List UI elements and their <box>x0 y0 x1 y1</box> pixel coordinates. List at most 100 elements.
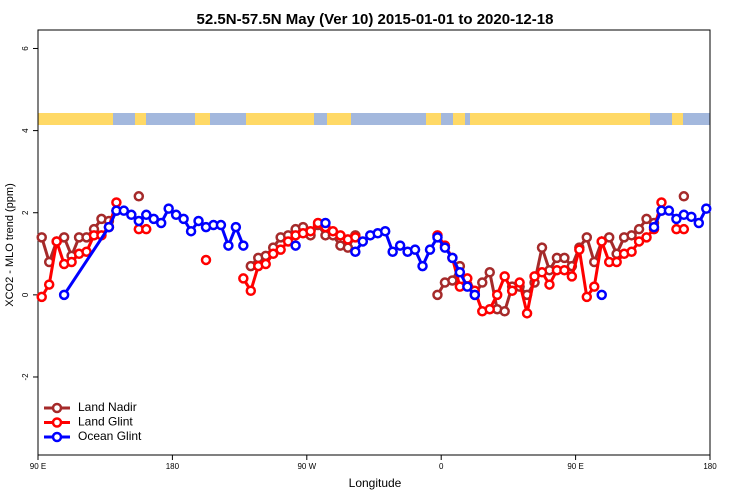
data-point <box>633 223 645 235</box>
data-point <box>58 232 70 243</box>
x-axis-label: Longitude <box>349 476 402 490</box>
data-point <box>566 271 578 282</box>
data-point <box>290 240 301 251</box>
chart-title: 52.5N-57.5N May (Ver 10) 2015-01-01 to 2… <box>197 11 554 28</box>
data-point <box>133 215 145 227</box>
data-point <box>439 242 451 253</box>
legend-label: Land Nadir <box>78 400 137 414</box>
data-point <box>574 244 585 255</box>
ocean-strip <box>650 113 672 125</box>
x-tick-label: 90 E <box>30 462 46 471</box>
x-tick-label: 180 <box>703 462 717 471</box>
data-point <box>506 285 518 296</box>
data-point <box>185 225 197 237</box>
data-point <box>641 232 652 243</box>
data-point <box>462 281 473 292</box>
data-point <box>275 244 286 255</box>
data-point <box>66 256 77 268</box>
data-point <box>693 217 705 229</box>
data-point <box>267 248 279 260</box>
y-tick-label: 6 <box>21 46 30 51</box>
data-point <box>170 209 182 221</box>
data-point <box>678 223 690 235</box>
data-point <box>103 221 115 233</box>
data-point <box>536 267 548 278</box>
data-point <box>193 215 204 227</box>
data-point <box>529 271 540 282</box>
data-point <box>544 279 555 290</box>
data-point <box>230 221 242 233</box>
y-tick-label: 4 <box>21 128 30 133</box>
legend-marker <box>51 402 63 414</box>
data-point <box>671 213 682 225</box>
data-point <box>648 221 660 233</box>
data-point <box>633 236 645 247</box>
data-point <box>357 236 369 247</box>
data-point <box>238 240 249 251</box>
data-point <box>335 230 346 241</box>
data-point <box>432 289 443 301</box>
legend-label: Land Glint <box>78 415 133 429</box>
data-point <box>58 289 70 301</box>
data-point <box>596 236 607 247</box>
ocean-strip <box>683 113 710 125</box>
x-tick-label: 0 <box>439 462 444 471</box>
data-point <box>305 225 316 237</box>
x-tick-label: 90 W <box>297 462 316 471</box>
data-point <box>223 240 234 251</box>
data-point <box>469 289 481 301</box>
data-point <box>447 275 458 286</box>
data-point <box>320 217 331 229</box>
data-point <box>626 246 637 257</box>
data-point <box>141 209 152 221</box>
data-point <box>484 303 495 315</box>
ocean-strip <box>351 113 426 125</box>
data-point <box>499 271 510 282</box>
data-point <box>514 277 525 288</box>
data-point <box>178 213 189 225</box>
data-point <box>484 267 495 278</box>
ocean-strip <box>146 113 195 125</box>
x-tick-label: 180 <box>166 462 180 471</box>
data-point <box>36 232 47 243</box>
y-tick-label: 0 <box>21 292 30 297</box>
data-point <box>409 244 421 255</box>
data-point <box>43 279 55 290</box>
data-point <box>581 291 593 303</box>
data-point <box>432 232 443 243</box>
data-point <box>521 308 533 319</box>
data-point <box>424 244 436 255</box>
ocean-strip <box>210 113 246 125</box>
data-point <box>350 232 361 243</box>
data-point <box>238 273 249 284</box>
data-point <box>454 267 466 278</box>
data-point <box>200 254 212 266</box>
data-point <box>611 256 622 268</box>
map-strip <box>38 113 710 125</box>
data-point <box>656 197 667 208</box>
data-point <box>260 258 271 270</box>
data-point <box>686 211 697 223</box>
data-point <box>215 219 227 231</box>
data-point <box>141 223 152 235</box>
y-axis-label: XCO2 - MLO trend (ppm) <box>4 183 16 306</box>
data-point <box>447 252 458 264</box>
data-point <box>477 277 488 288</box>
data-point <box>163 203 174 214</box>
data-point <box>603 232 615 243</box>
data-point <box>148 213 159 225</box>
data-point <box>327 225 339 237</box>
data-point <box>51 236 62 247</box>
data-point <box>491 289 503 301</box>
data-point <box>245 285 257 296</box>
legend-marker <box>51 431 63 443</box>
data-point <box>499 306 510 317</box>
x-tick-label: 90 E <box>567 462 583 471</box>
data-point <box>282 236 294 247</box>
plot-frame <box>37 29 711 456</box>
data-point <box>626 230 637 241</box>
ocean-strip <box>113 113 135 125</box>
data-point <box>379 225 391 237</box>
